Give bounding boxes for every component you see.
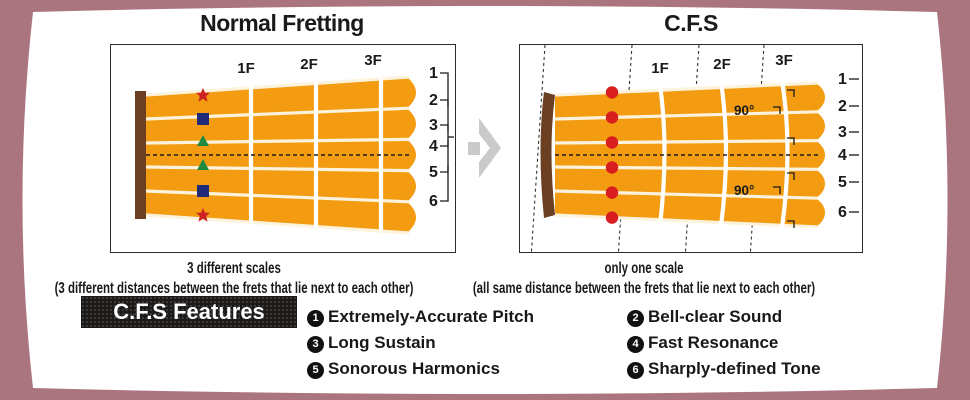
- svg-text:5: 5: [838, 174, 847, 191]
- svg-text:6: 6: [429, 193, 438, 210]
- svg-text:90°: 90°: [734, 183, 754, 198]
- svg-text:4: 4: [838, 147, 847, 164]
- svg-text:3F: 3F: [775, 52, 793, 69]
- svg-text:1F: 1F: [237, 60, 255, 77]
- svg-text:90°: 90°: [734, 103, 754, 118]
- svg-text:1: 1: [838, 71, 847, 88]
- svg-text:2F: 2F: [300, 56, 318, 73]
- svg-text:1: 1: [429, 65, 438, 82]
- svg-text:2: 2: [838, 98, 847, 115]
- svg-text:5: 5: [429, 164, 438, 181]
- svg-text:6: 6: [838, 204, 847, 221]
- svg-text:3: 3: [429, 117, 438, 134]
- svg-text:4: 4: [429, 138, 438, 155]
- svg-text:3: 3: [838, 124, 847, 141]
- svg-text:2: 2: [429, 92, 438, 109]
- svg-text:1F: 1F: [651, 60, 669, 77]
- svg-text:3F: 3F: [364, 52, 382, 69]
- svg-text:2F: 2F: [713, 56, 731, 73]
